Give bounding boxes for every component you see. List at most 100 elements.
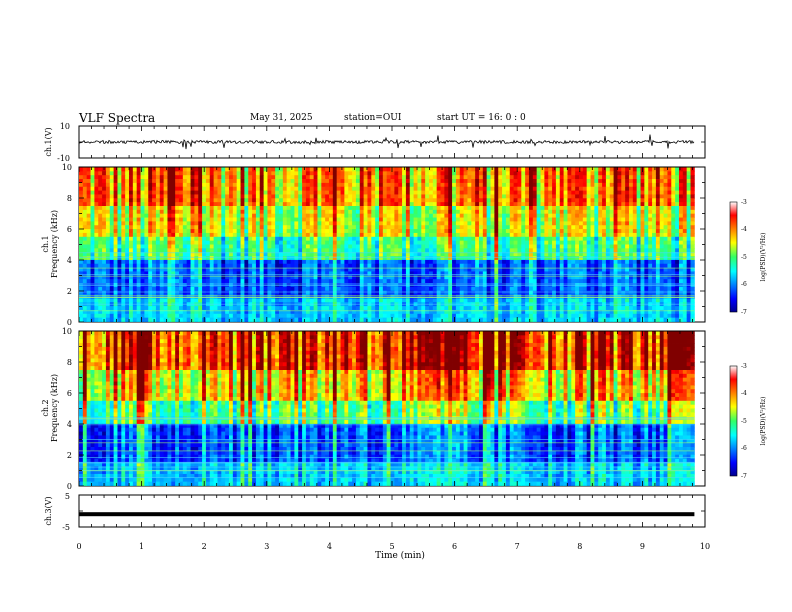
spectrogram-cell [563, 182, 568, 188]
spectrogram-cell [186, 221, 191, 226]
spectrogram-cell [509, 248, 514, 253]
spectrogram-cell [217, 267, 222, 272]
spectrogram-cell [636, 236, 641, 242]
spectrogram-cell [432, 182, 438, 188]
spectrogram-cell [675, 198, 680, 203]
spectrogram-cell [513, 236, 518, 242]
spectrogram-cell [144, 286, 149, 292]
spectrogram-cell [275, 279, 280, 284]
spectrogram-cell [544, 236, 549, 242]
spectrogram-cell [628, 225, 634, 230]
spectrogram-cell [559, 236, 564, 242]
spectrogram-cell [463, 236, 468, 242]
spectrogram-cell [398, 263, 403, 268]
spectrogram-cell [371, 206, 376, 211]
spectrogram-cell [644, 182, 649, 188]
spectrogram-cell [378, 171, 384, 176]
spectrogram-cell [690, 232, 695, 238]
spectrogram-cell [394, 179, 399, 184]
spectrogram-cell [202, 182, 207, 188]
spectrogram-cell [348, 279, 353, 284]
spectrogram-cell [625, 232, 630, 238]
spectrogram-cell [155, 252, 161, 257]
spectrogram-cell [98, 271, 103, 276]
spectrogram-cell [217, 186, 222, 191]
spectrogram-cell [644, 225, 649, 230]
spectrogram-cell [332, 209, 338, 215]
spectrogram-cell [548, 267, 553, 272]
spectrogram-cell [163, 244, 168, 249]
spectrogram-cell [394, 171, 399, 176]
spectrogram-cell [159, 186, 165, 191]
spectrogram-cell [317, 171, 322, 176]
spectrogram-cell [459, 271, 464, 276]
spectrogram-cell [344, 229, 349, 234]
spectrogram-cell [317, 167, 322, 172]
spectrogram-cell [678, 225, 684, 230]
spectrogram-cell [486, 182, 491, 188]
spectrogram-cell [321, 267, 326, 272]
spectrogram-cell [586, 248, 591, 253]
spectrogram-cell [682, 182, 688, 188]
spectrogram-cell [267, 190, 272, 195]
spectrogram-cell [355, 259, 361, 265]
spectrogram-cell [686, 263, 691, 268]
spectrogram-cell [498, 232, 503, 238]
spectrogram-cell [129, 186, 134, 191]
spectrogram-cell [536, 240, 541, 245]
spectrogram-cell [552, 248, 557, 253]
spectrogram-cell [475, 229, 480, 234]
spectrogram-cell [240, 263, 245, 268]
spectrogram-cell [117, 213, 122, 218]
spectrogram-cell [129, 202, 134, 207]
spectrogram-cell [167, 213, 172, 218]
spectrogram-cell [144, 267, 149, 272]
spectrogram-cell [90, 171, 95, 176]
spectrogram-cell [402, 232, 407, 238]
spectrogram-cell [375, 267, 380, 272]
spectrogram-cell [678, 217, 684, 222]
spectrogram-cell [182, 202, 188, 207]
spectrogram-cell [148, 194, 153, 199]
spectrogram-cell [690, 175, 695, 180]
spectrogram-cell [355, 167, 361, 172]
spectrogram-cell [659, 236, 664, 242]
spectrogram-cell [140, 202, 145, 207]
spectrogram-cell [182, 194, 188, 199]
spectrogram-cell [121, 236, 126, 242]
spectrogram-cell [590, 190, 595, 195]
spectrogram-cell [198, 248, 203, 253]
spectrogram-cell [217, 259, 222, 265]
spectrogram-cell [678, 167, 684, 172]
spectrogram-cell [232, 221, 238, 226]
spectrogram-cell [667, 217, 672, 222]
spectrogram-cell [236, 221, 241, 226]
spectrogram-cell [321, 259, 326, 265]
spectrogram-cell [136, 286, 141, 292]
spectrogram-cell [152, 175, 157, 180]
spectrogram-cell [571, 213, 576, 218]
spectrogram-cell [171, 186, 176, 191]
spectrogram-cell [625, 271, 630, 276]
spectrogram-cell [190, 229, 195, 234]
spectrogram-cell [186, 244, 191, 249]
spectrogram-cell [344, 217, 349, 222]
spectrogram-cell [536, 213, 541, 218]
spectrogram-cell [475, 213, 480, 218]
spectrogram-cell [121, 256, 126, 261]
spectrogram-cell [617, 240, 622, 245]
spectrogram-cell [109, 186, 115, 191]
spectrogram-cell [225, 275, 230, 280]
spectrogram-cell [244, 263, 249, 268]
spectrogram-cell [313, 229, 318, 234]
spectrogram-cell [394, 271, 399, 276]
spectrogram-cell [98, 206, 103, 211]
spectrogram-cell [236, 198, 241, 203]
spectrogram-cell [271, 236, 276, 242]
spectrogram-cell [448, 244, 453, 249]
spectrogram-cell [367, 221, 372, 226]
spectrogram-cell [578, 221, 584, 226]
spectrogram-cell [352, 244, 357, 249]
spectrogram-cell [309, 225, 315, 230]
spectrogram-cell [578, 271, 584, 276]
